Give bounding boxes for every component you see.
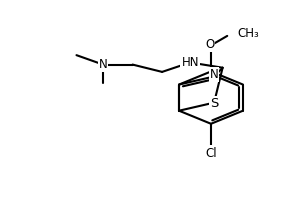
Text: CH₃: CH₃ [238, 27, 259, 40]
Text: N: N [210, 68, 218, 81]
Text: O: O [205, 38, 214, 51]
Text: HN: HN [181, 56, 199, 69]
Text: S: S [210, 97, 218, 110]
Text: N: N [99, 58, 107, 71]
Text: Cl: Cl [205, 146, 217, 160]
